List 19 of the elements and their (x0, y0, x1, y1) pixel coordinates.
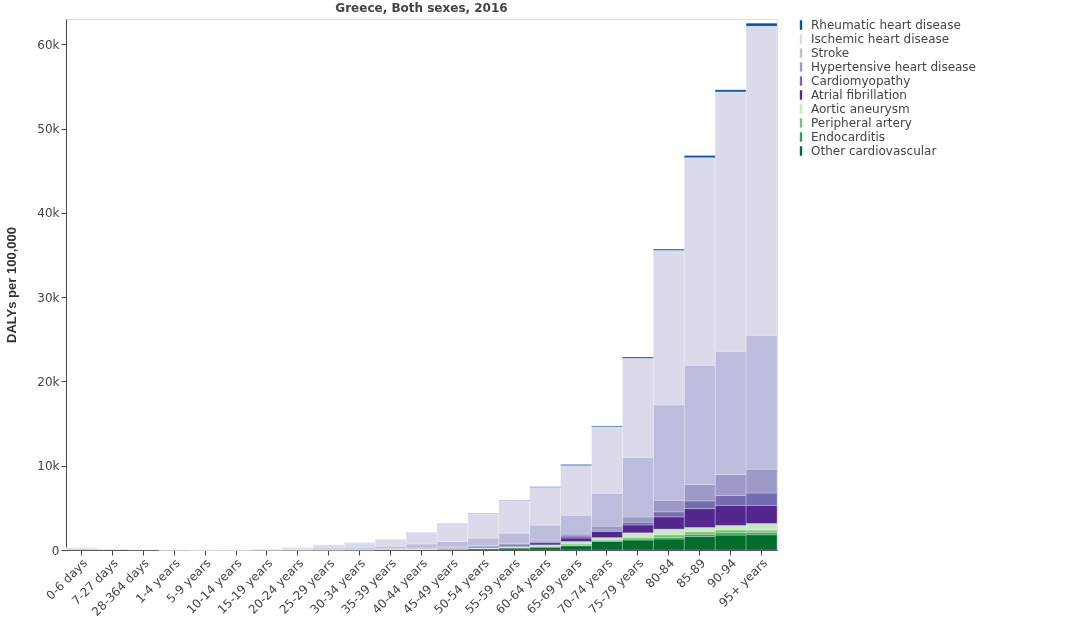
legend-label: Stroke (811, 46, 850, 60)
y-tick-label: 30k (37, 290, 60, 305)
legend-label: Rheumatic heart disease (811, 18, 961, 32)
y-tick-label: 40k (37, 206, 60, 221)
y-tick-label: 10k (37, 459, 60, 474)
legend-label: Cardiomyopathy (811, 74, 911, 88)
y-tick-label: 0 (51, 543, 60, 558)
legend-label: Endocarditis (811, 130, 886, 144)
y-tick-label: 50k (37, 122, 60, 137)
legend-label: Ischemic heart disease (811, 32, 950, 46)
legend-label: Aortic aneurysm (811, 102, 910, 116)
legend-label: Hypertensive heart disease (811, 60, 977, 74)
legend-label: Peripheral artery (811, 116, 912, 130)
chart-title: Greece, Both sexes, 2016 (335, 1, 508, 15)
legend-label: Other cardiovascular (811, 144, 937, 158)
y-tick-label: 20k (37, 374, 60, 389)
legend-label: Atrial fibrillation (811, 88, 907, 102)
y-tick-label: 60k (37, 37, 60, 52)
y-axis-title: DALYs per 100,000 (4, 227, 20, 343)
